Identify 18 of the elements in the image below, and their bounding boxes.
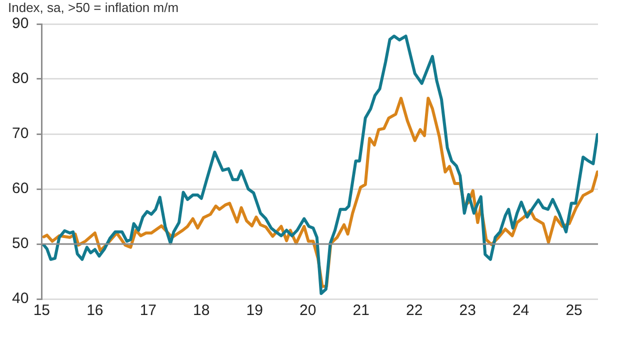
y-axis-title: Index, sa, >50 = inflation m/m [8,0,179,15]
x-tick-label: 21 [352,302,370,320]
x-tick-label: 23 [459,302,476,320]
x-tick-label: 20 [300,302,316,320]
x-tick-label: 19 [246,302,263,320]
y-tick-label: 40 [12,290,29,308]
x-tick-label: 22 [406,302,423,320]
y-tick-label: 50 [12,235,29,252]
x-tick-label: 17 [140,302,156,320]
y-tick-label: 90 [12,15,29,32]
x-tick-label: 24 [512,302,530,320]
x-tick-label: 15 [33,302,50,320]
x-tick-label: 18 [193,302,210,320]
y-tick-label: 60 [12,180,29,198]
y-tick-label: 70 [12,125,29,142]
y-tick-label: 80 [12,70,29,88]
x-tick-label: 25 [566,302,582,320]
x-tick-label: 16 [86,302,104,320]
